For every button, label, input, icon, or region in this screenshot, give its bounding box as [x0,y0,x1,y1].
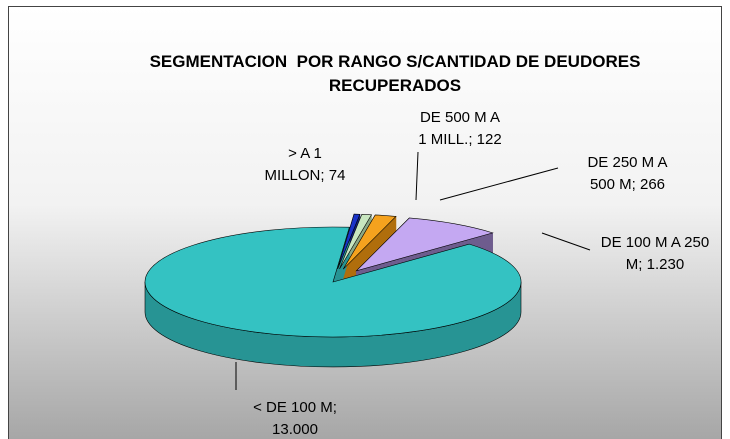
label-category: < DE 100 M [253,399,333,416]
label-value: 74 [328,167,346,184]
leader-line [439,167,559,201]
label-value: 266 [640,176,666,193]
label-category: DE 500 M A 1 MILL. [418,109,501,148]
label-separator: ; [332,399,342,416]
pie [144,213,522,368]
data-label: DE 250 M A 500 M; 266 [580,152,675,196]
label-separator: ; [638,256,647,273]
slice [342,214,397,270]
leader-line [415,151,419,201]
slice [337,213,361,270]
label-category: DE 100 M A 250 M [600,234,710,273]
slice [339,214,373,270]
leader-lines [235,151,591,390]
label-separator: ; [468,131,477,148]
leader-line [541,232,591,251]
label-value: 13.000 [272,421,318,438]
label-value: 1.230 [646,256,685,273]
data-label: DE 500 M A 1 MILL.; 122 [415,107,505,151]
chart-title: SEGMENTACION POR RANGO S/CANTIDAD DE DEU… [149,52,646,95]
slice [144,226,522,338]
label-category: > A 1 MILLON [264,145,322,184]
data-label: > A 1 MILLON; 74 [260,143,350,187]
data-label: DE 100 M A 250 M; 1.230 [600,232,710,276]
label-separator: ; [320,167,329,184]
label-value: 122 [476,131,502,148]
label-separator: ; [631,176,640,193]
slice [355,217,494,272]
data-label: < DE 100 M; 13.000 [235,397,355,439]
label-category: DE 250 M A 500 M [587,154,668,193]
